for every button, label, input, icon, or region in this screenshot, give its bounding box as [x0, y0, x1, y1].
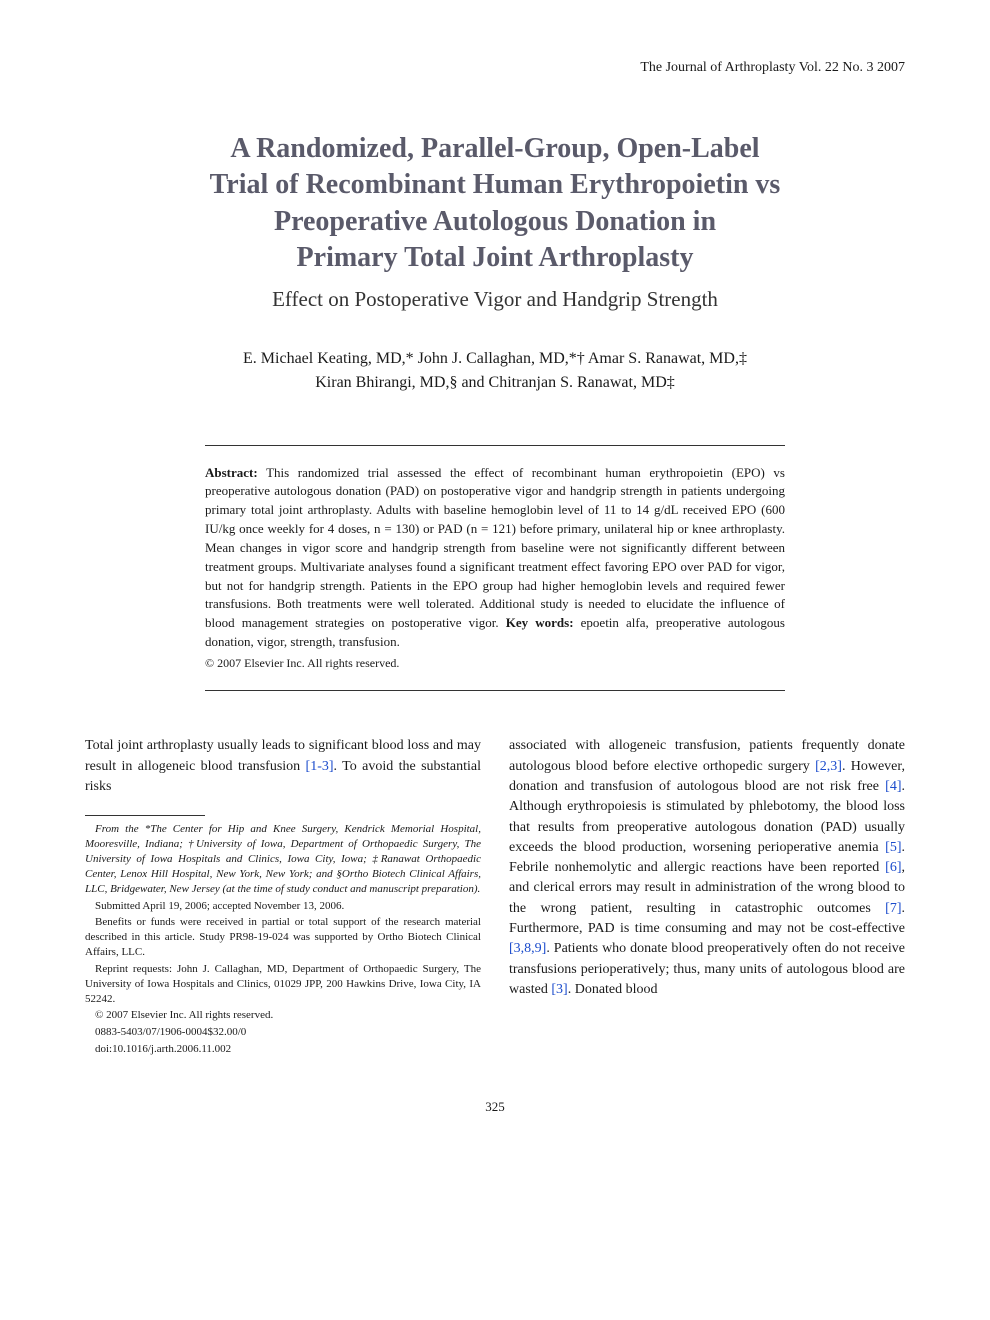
- citation-link[interactable]: [2,3]: [815, 759, 842, 774]
- footnote-rule: [85, 815, 205, 816]
- reprint-line: Reprint requests: John J. Callaghan, MD,…: [85, 962, 481, 1007]
- citation-link[interactable]: [4]: [885, 779, 901, 794]
- article-subtitle: Effect on Postoperative Vigor and Handgr…: [85, 287, 905, 312]
- title-line: A Randomized, Parallel-Group, Open-Label: [230, 133, 759, 164]
- right-column: associated with allogeneic transfusion, …: [509, 736, 905, 1059]
- citation-link[interactable]: [7]: [885, 901, 901, 916]
- citation-link[interactable]: [6]: [885, 860, 901, 875]
- body-text: . Donated blood: [568, 982, 658, 997]
- title-line: Trial of Recombinant Human Erythropoieti…: [210, 169, 781, 200]
- submitted-line: Submitted April 19, 2006; accepted Novem…: [85, 899, 481, 914]
- citation-link[interactable]: [3,8,9]: [509, 941, 546, 956]
- abstract-copyright: © 2007 Elsevier Inc. All rights reserved…: [205, 655, 785, 672]
- citation-link[interactable]: [5]: [885, 840, 901, 855]
- page-number: 325: [85, 1099, 905, 1115]
- abstract-text: This randomized trial assessed the effec…: [205, 465, 785, 631]
- benefits-line: Benefits or funds were received in parti…: [85, 915, 481, 960]
- citation-link[interactable]: [1-3]: [306, 759, 334, 774]
- keywords-label: Key words:: [506, 615, 574, 630]
- title-line: Preoperative Autologous Donation in: [274, 206, 716, 237]
- abstract-box: Abstract: This randomized trial assessed…: [205, 445, 785, 692]
- body-columns: Total joint arthroplasty usually leads t…: [85, 736, 905, 1059]
- doi-line: doi:10.1016/j.arth.2006.11.002: [85, 1042, 481, 1057]
- affiliations: From the *The Center for Hip and Knee Su…: [85, 822, 481, 896]
- authors-line: E. Michael Keating, MD,* John J. Callagh…: [243, 350, 747, 367]
- left-column: Total joint arthroplasty usually leads t…: [85, 736, 481, 1059]
- abstract-label: Abstract:: [205, 465, 258, 480]
- footnotes-block: From the *The Center for Hip and Knee Su…: [85, 822, 481, 1057]
- footnote-copyright: © 2007 Elsevier Inc. All rights reserved…: [85, 1008, 481, 1023]
- journal-header: The Journal of Arthroplasty Vol. 22 No. …: [85, 60, 905, 76]
- title-line: Primary Total Joint Arthroplasty: [297, 242, 694, 273]
- article-title: A Randomized, Parallel-Group, Open-Label…: [85, 131, 905, 277]
- authors-line: Kiran Bhirangi, MD,§ and Chitranjan S. R…: [315, 374, 675, 391]
- issn-line: 0883-5403/07/1906-0004$32.00/0: [85, 1025, 481, 1040]
- body-paragraph: Total joint arthroplasty usually leads t…: [85, 736, 481, 797]
- citation-link[interactable]: [3]: [551, 982, 567, 997]
- authors-block: E. Michael Keating, MD,* John J. Callagh…: [85, 347, 905, 395]
- body-paragraph: associated with allogeneic transfusion, …: [509, 736, 905, 1000]
